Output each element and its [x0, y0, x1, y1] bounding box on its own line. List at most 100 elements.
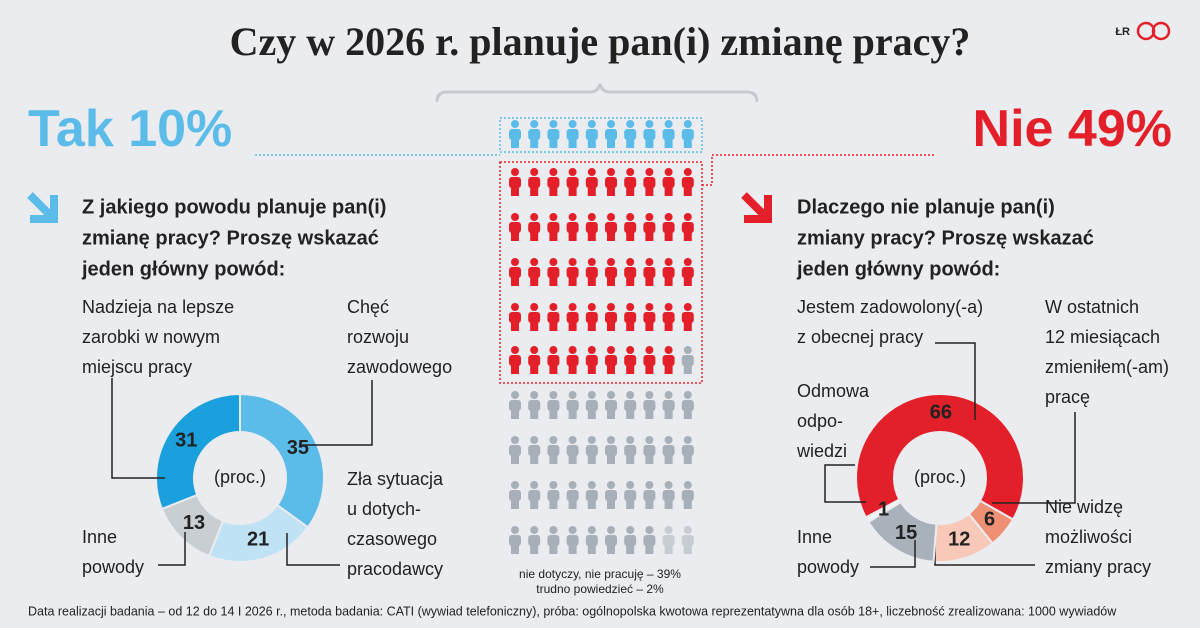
category-label: Jestem zadowolony(-a)	[797, 297, 983, 317]
value-label: 35	[287, 437, 309, 459]
icon-legs	[530, 544, 539, 554]
icon-legs	[683, 364, 692, 374]
icon-legs	[645, 544, 654, 554]
category-label: Odmowa	[797, 381, 870, 401]
icon-body	[643, 312, 656, 323]
icon-head	[568, 303, 577, 311]
icon-head	[549, 481, 558, 489]
icon-body	[566, 129, 579, 140]
icon-body	[566, 267, 579, 278]
icon-head	[683, 120, 692, 128]
icon-body	[643, 445, 656, 456]
headline: Tak 10%	[28, 100, 232, 158]
icon-legs	[549, 138, 558, 148]
icon-head	[664, 303, 673, 311]
icon-legs	[645, 499, 654, 509]
icon-legs	[511, 409, 519, 419]
leader-line	[158, 532, 186, 566]
icon-body	[643, 222, 656, 233]
icon-head	[530, 346, 539, 354]
icon-head	[549, 120, 558, 128]
icon-body	[547, 177, 560, 188]
icon-legs	[568, 544, 577, 554]
icon-group	[509, 346, 694, 554]
icon-head	[626, 481, 635, 489]
icon-body	[681, 267, 694, 278]
icon-legs	[587, 454, 596, 464]
icon-legs	[664, 544, 673, 554]
icon-legs	[549, 409, 558, 419]
value-label: 21	[247, 529, 269, 551]
icon-body	[643, 129, 656, 140]
category-label: rozwoju	[347, 327, 409, 347]
icon-legs	[607, 186, 615, 196]
icon-head	[683, 481, 692, 489]
icon-body	[528, 355, 541, 366]
value-label: 12	[948, 528, 970, 550]
icon-legs	[664, 276, 673, 286]
category-label: 12 miesiącach	[1045, 327, 1160, 347]
icon-body	[662, 400, 675, 411]
icon-legs	[645, 231, 654, 241]
donut-segment	[239, 392, 325, 529]
icon-body	[662, 490, 675, 501]
question: jeden główny powód:	[81, 258, 285, 280]
note-name: trudno powiedzieć	[536, 582, 633, 596]
icon-legs	[587, 544, 596, 554]
icon-legs	[626, 499, 635, 509]
icon-body	[662, 312, 675, 323]
icon-head	[626, 213, 635, 221]
icon-body	[585, 222, 598, 233]
leader-line	[992, 412, 1076, 504]
icon-body	[605, 355, 617, 366]
icon-body	[643, 355, 656, 366]
connector	[702, 154, 935, 186]
icon-body	[681, 355, 694, 366]
icon-head	[645, 346, 654, 354]
icon-head	[530, 120, 539, 128]
icon-body	[509, 267, 521, 278]
icon-legs	[568, 454, 577, 464]
value-label: 6	[984, 508, 995, 530]
icon-legs	[683, 231, 692, 241]
icon-head	[683, 168, 692, 176]
icon-head	[683, 258, 692, 266]
icon-body	[624, 267, 637, 278]
icon-body	[605, 445, 617, 456]
icon-body	[585, 177, 598, 188]
headline-value: 10%	[128, 100, 232, 158]
brace	[435, 83, 759, 103]
icon-head	[568, 391, 577, 399]
icon-legs	[683, 186, 692, 196]
icon-legs	[626, 454, 635, 464]
icon-body	[681, 222, 694, 233]
icon-head	[664, 168, 673, 176]
icon-head	[530, 168, 539, 176]
headline: Nie 49%	[973, 100, 1172, 158]
icon-legs	[607, 364, 615, 374]
icon-head	[549, 391, 558, 399]
icon-body	[528, 312, 541, 323]
icon-body	[643, 400, 656, 411]
icon-legs	[645, 276, 654, 286]
leader-line	[111, 378, 165, 479]
icon-head	[587, 120, 596, 128]
icon-legs	[683, 138, 692, 148]
icon-legs	[549, 454, 558, 464]
icon-body	[528, 177, 541, 188]
icon-head	[645, 391, 654, 399]
icon-legs	[549, 364, 558, 374]
icon-body	[566, 312, 579, 323]
icon-head	[664, 481, 673, 489]
category-label: zmieniłem(-am)	[1045, 357, 1169, 377]
icon-head	[511, 526, 519, 534]
icon-head	[568, 168, 577, 176]
title: Czy w 2026 r. planuje pan(i) zmianę prac…	[230, 19, 971, 64]
icon-body	[681, 490, 694, 501]
icon-head	[568, 346, 577, 354]
icon-legs	[530, 276, 539, 286]
icon-head	[607, 526, 615, 534]
icon-body	[585, 267, 598, 278]
icon-legs	[530, 321, 539, 331]
